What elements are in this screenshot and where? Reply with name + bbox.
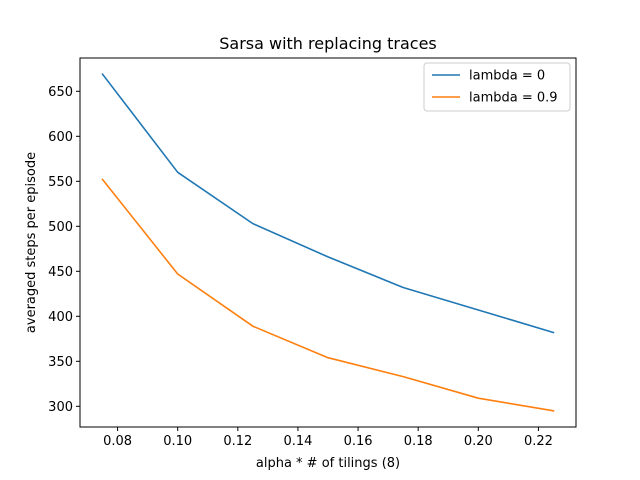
legend-label-2: lambda = 0.9: [469, 91, 558, 106]
y-tick-label: 400: [48, 310, 73, 325]
x-tick-label: 0.22: [524, 434, 553, 449]
x-axis-label: alpha * # of tilings (8): [256, 456, 400, 471]
y-tick-label: 600: [48, 130, 73, 145]
y-tick-label: 450: [48, 265, 73, 280]
series-line-2: [101, 178, 555, 412]
x-tick-label: 0.10: [163, 434, 192, 449]
x-tick-label: 0.12: [223, 434, 252, 449]
x-tick-label: 0.08: [103, 434, 132, 449]
x-tick-label: 0.14: [283, 434, 312, 449]
x-tick-label: 0.18: [404, 434, 433, 449]
y-tick-label: 550: [48, 175, 73, 190]
chart-title: Sarsa with replacing traces: [219, 34, 437, 53]
y-tick-label: 300: [48, 400, 73, 415]
y-tick-label: 500: [48, 220, 73, 235]
plot-frame: [79, 57, 577, 428]
y-axis: 300 350 400 450 500 550 600 650: [48, 85, 80, 415]
y-axis-label: averaged steps per episode: [24, 152, 39, 333]
series-line-1: [101, 73, 555, 334]
legend-label-1: lambda = 0: [469, 69, 545, 84]
legend: lambda = 0 lambda = 0.9: [423, 62, 571, 112]
y-tick-label: 650: [48, 85, 73, 100]
y-tick-label: 350: [48, 355, 73, 370]
legend-box: [423, 62, 571, 112]
x-tick-label: 0.20: [464, 434, 493, 449]
x-axis: 0.08 0.10 0.12 0.14 0.16 0.18 0.20 0.22: [103, 427, 553, 449]
series-layer: [101, 73, 555, 412]
x-tick-label: 0.16: [344, 434, 373, 449]
